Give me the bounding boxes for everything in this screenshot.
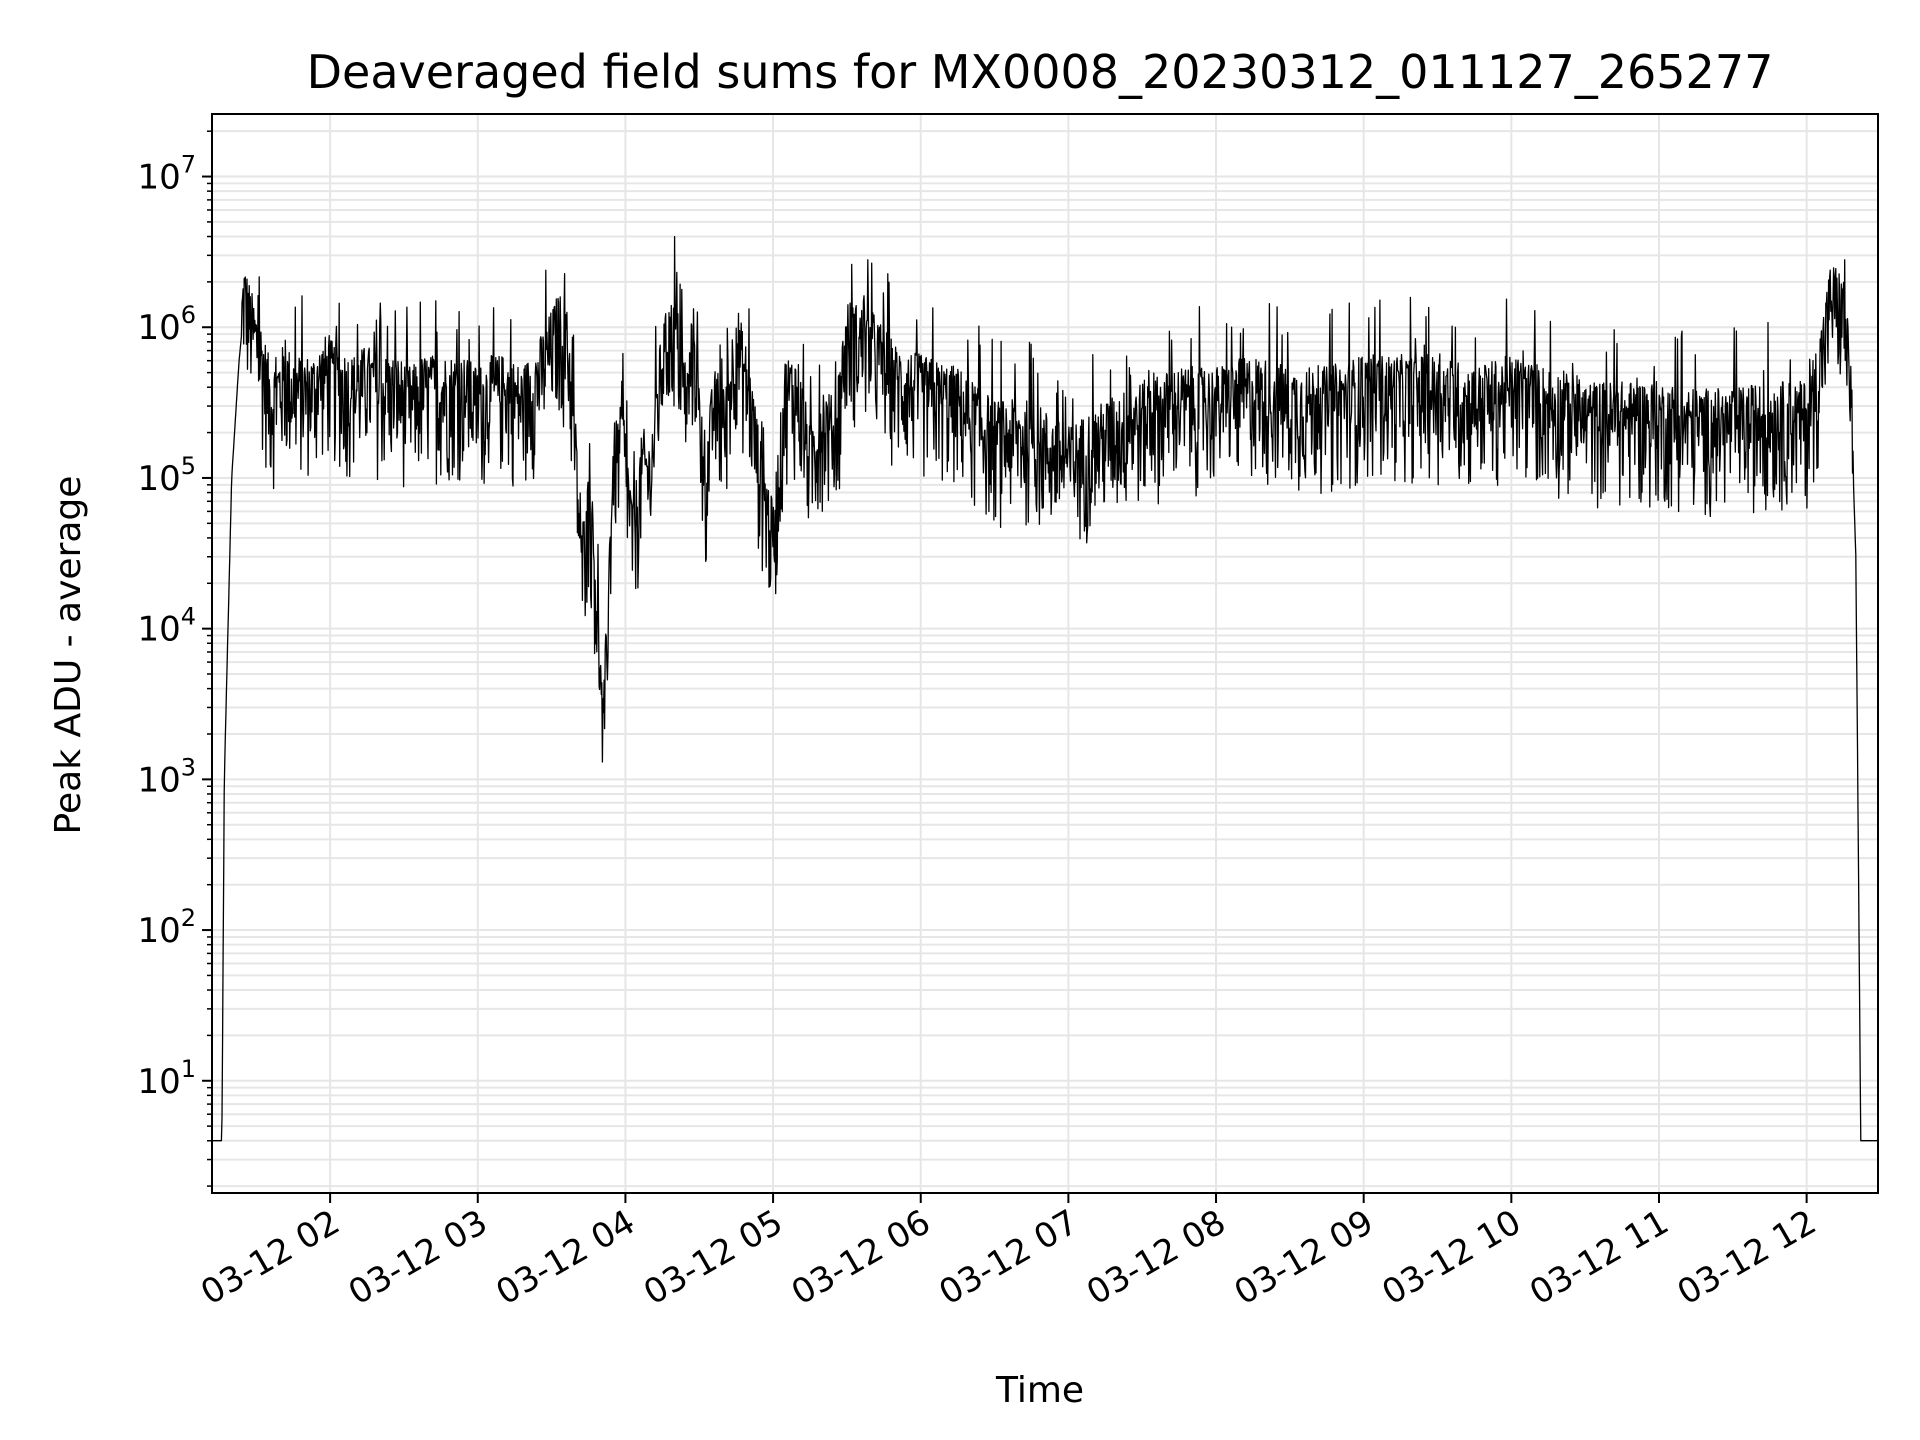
chart-title: Deaveraged field sums for MX0008_2023031…: [307, 45, 1774, 99]
plot-area: [211, 236, 1879, 1142]
series-line: [211, 236, 1879, 1142]
grid: [212, 114, 1878, 1193]
y-tick-label: 104: [137, 603, 196, 650]
y-tick-label: 106: [137, 301, 196, 348]
y-axis-label: Peak ADU - average: [48, 476, 89, 835]
y-tick-label: 107: [137, 151, 196, 198]
y-tick-label: 102: [137, 904, 196, 951]
y-tick-label: 101: [137, 1055, 196, 1102]
y-tick-label: 105: [137, 452, 196, 499]
axes-frame: [211, 113, 1879, 1194]
x-axis-label: Time: [995, 1370, 1084, 1411]
y-tick-label: 103: [137, 753, 196, 800]
